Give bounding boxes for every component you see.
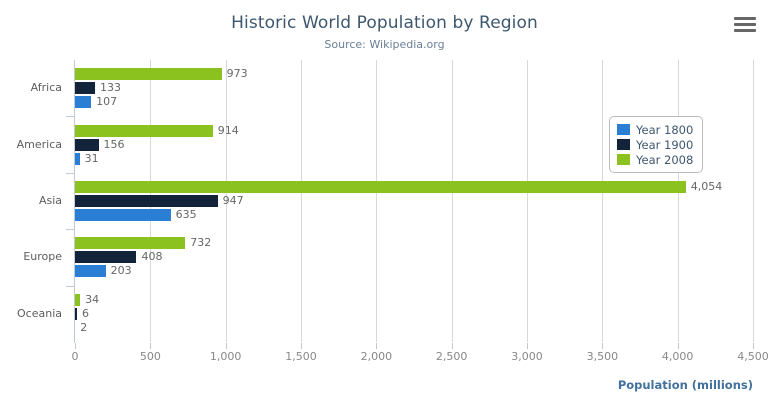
- legend-swatch-icon: [617, 124, 630, 135]
- bar-value-label: 31: [84, 151, 99, 165]
- legend-label: Year 1900: [636, 137, 694, 152]
- y-axis-line: [74, 60, 75, 343]
- x-axis-tick: [376, 343, 378, 349]
- bar-value-label: 133: [100, 81, 122, 95]
- bar-asia-year-1800[interactable]: [75, 209, 171, 221]
- category-label-europe: Europe: [23, 250, 62, 264]
- legend-swatch-icon: [617, 139, 630, 150]
- category-label-america: America: [16, 137, 62, 151]
- gridline: [376, 60, 378, 342]
- bar-value-label: 973: [226, 67, 248, 81]
- x-axis-tick-label: 2,500: [435, 350, 468, 363]
- hamburger-menu-icon[interactable]: [734, 16, 756, 34]
- bar-africa-year-1800[interactable]: [75, 96, 92, 109]
- gridline: [301, 60, 302, 342]
- bar-oceania-year-2008[interactable]: [75, 293, 81, 306]
- gridline: [602, 60, 604, 342]
- x-axis-tick-label: 1,500: [285, 350, 317, 363]
- legend-item-year-2008[interactable]: Year 2008: [617, 152, 693, 167]
- x-axis-tick: [451, 343, 453, 349]
- hamburger-bar: [734, 29, 756, 32]
- x-axis-tick: [301, 343, 302, 349]
- chart-legend[interactable]: Year 1800 Year 1900 Year 2008: [609, 116, 704, 173]
- bar-value-label: 732: [190, 236, 212, 250]
- bar-america-year-1800[interactable]: [75, 152, 80, 165]
- plot-area: 973 133 107 914 156 31 4,054 947 635 732 408 203 34 6…: [75, 60, 754, 342]
- bar-value-label: 6: [82, 306, 89, 320]
- bar-europe-year-1800[interactable]: [75, 265, 106, 278]
- bar-value-label: 34: [85, 292, 100, 306]
- x-axis-tick: [677, 343, 679, 349]
- bar-asia-year-1900[interactable]: [75, 195, 218, 207]
- x-axis-tick-label: 2,000: [360, 350, 393, 363]
- legend-item-year-1800[interactable]: Year 1800: [617, 122, 693, 137]
- gridline: [753, 60, 754, 342]
- x-axis-tick: [527, 343, 528, 349]
- bar-value-label: 107: [96, 95, 118, 109]
- bar-value-label: 947: [222, 194, 244, 207]
- x-axis-tick: [602, 343, 604, 349]
- bar-value-label: 914: [217, 123, 239, 137]
- hamburger-bar: [734, 23, 756, 26]
- gridline: [677, 60, 679, 342]
- bar-value-label: 2: [80, 320, 88, 334]
- x-axis-tick-label: 3,500: [586, 350, 619, 363]
- bar-value-label: 635: [175, 208, 197, 221]
- gridline: [527, 60, 528, 342]
- bar-america-year-1900[interactable]: [75, 138, 99, 151]
- gridline: [225, 60, 227, 342]
- bar-europe-year-1900[interactable]: [75, 251, 137, 264]
- bar-value-label: 156: [103, 137, 125, 151]
- legend-label: Year 2008: [636, 152, 694, 167]
- category-label-africa: Africa: [30, 81, 62, 95]
- bar-africa-year-1900[interactable]: [75, 82, 96, 95]
- bar-value-label: 408: [141, 250, 163, 264]
- x-axis-tick-label: 500: [139, 350, 161, 363]
- x-axis-tick-label: 3,000: [511, 350, 543, 363]
- y-axis-tick: [66, 285, 74, 287]
- bar-europe-year-2008[interactable]: [75, 237, 186, 250]
- category-label-oceania: Oceania: [17, 306, 62, 320]
- legend-label: Year 1800: [636, 122, 694, 137]
- x-axis-tick-label: 4,000: [661, 350, 694, 363]
- x-axis-tick: [753, 343, 754, 349]
- category-label-asia: Asia: [38, 194, 62, 207]
- bar-value-label: 4,054: [690, 180, 723, 193]
- bar-america-year-2008[interactable]: [75, 124, 213, 137]
- y-axis-tick: [66, 172, 74, 174]
- x-axis-tick: [75, 343, 76, 349]
- x-axis-tick: [150, 343, 152, 349]
- legend-swatch-icon: [617, 154, 630, 165]
- x-axis-tick-label: 1,000: [209, 350, 242, 363]
- bar-oceania-year-1900[interactable]: [75, 307, 77, 320]
- bar-africa-year-2008[interactable]: [75, 68, 222, 81]
- chart-subtitle: Source: Wikipedia.org: [324, 38, 445, 51]
- bar-value-label: 203: [110, 264, 132, 278]
- y-axis-tick: [66, 116, 74, 118]
- x-axis-tick-label: 4,500: [737, 350, 769, 363]
- x-axis-tick: [225, 343, 227, 349]
- legend-item-year-1900[interactable]: Year 1900: [617, 137, 693, 152]
- x-axis-title: Population (millions): [617, 378, 753, 392]
- x-axis-tick-label: 0: [71, 350, 79, 363]
- y-axis-tick: [66, 229, 74, 231]
- hamburger-bar: [734, 17, 756, 20]
- chart-title: Historic World Population by Region: [231, 13, 538, 33]
- bar-asia-year-2008[interactable]: [75, 181, 686, 193]
- gridline: [451, 60, 453, 342]
